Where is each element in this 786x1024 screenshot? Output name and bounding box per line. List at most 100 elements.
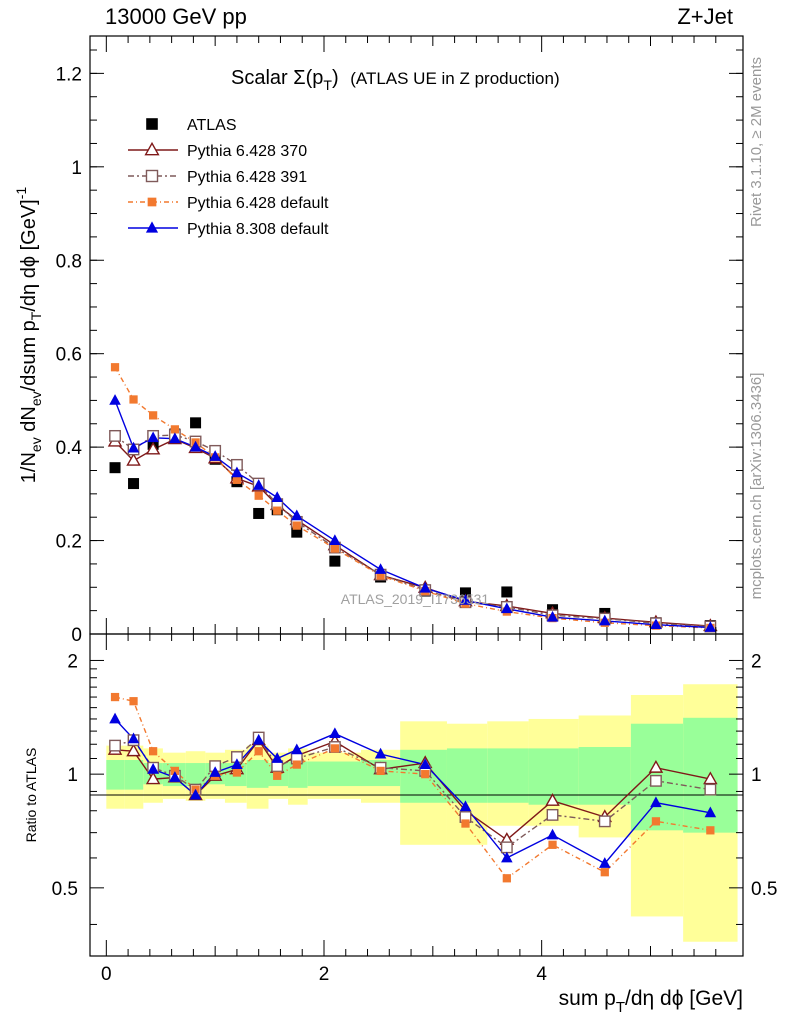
main-point-pythia-6-428-default (292, 521, 301, 530)
ratio-point-pythia-6-428-default (273, 771, 282, 780)
ratio-point-pythia-8-308-default (231, 758, 243, 769)
main-title-sub: T (323, 77, 332, 93)
main-point-pythia-6-428-default (129, 395, 138, 404)
legend-marker (144, 141, 160, 156)
ratio-point-pythia-6-428-default (232, 768, 242, 777)
ratio-point-pythia-8-308-default (252, 733, 265, 745)
ratio-point-pythia-6-428-default (376, 766, 385, 776)
main-point-pythia-6-428-default (170, 425, 180, 434)
main-point-pythia-6-428-default (376, 571, 385, 580)
ratio-point-pythia-6-428-370 (126, 743, 141, 757)
ratio-point-pythia-6-428-default (651, 817, 661, 826)
header-right: Z+Jet (677, 4, 733, 29)
mcplots-label: mcplots.cern.ch [arXiv:1306.3436] (748, 373, 765, 600)
ratio-band-inner (487, 748, 529, 803)
ratio-ylabel: Ratio to ATLAS (23, 748, 39, 843)
main-point-pythia-8-308-default (252, 479, 265, 490)
main-title-paren: (ATLAS UE in Z production) (350, 69, 559, 88)
main-point-atlas (329, 555, 341, 567)
ratio-point-pythia-8-308-default (501, 851, 513, 863)
ratio-point-pythia-8-308-default (147, 762, 159, 774)
main-point-pythia-6-428-default (148, 411, 158, 420)
ratio-plot-area (107, 692, 718, 883)
main-ytick-label: 0.4 (56, 438, 83, 459)
ratio-point-pythia-6-428-391 (109, 739, 121, 752)
main-point-pythia-6-428-370 (126, 452, 141, 466)
ratio-point-pythia-8-308-default (169, 771, 181, 782)
ratio-point-pythia-8-308-default (459, 800, 472, 812)
x-axis-label: sum pT/dη dϕ [GeV] (559, 987, 743, 1016)
main-point-pythia-8-308-default (650, 618, 662, 630)
main-point-pythia-8-308-default (127, 441, 140, 453)
main-ylabel: 1/Nev dNev/dsum pT/dη dϕ [GeV]-1 (13, 187, 44, 484)
main-ytick-label: 0.8 (56, 251, 82, 272)
legend: ATLAS Pythia 6.428 370 Pythia 6.428 391 Pyt… (128, 117, 329, 238)
ratio-ytick-label: 0.5 (52, 879, 78, 900)
main-point-pythia-8-308-default (704, 621, 717, 632)
ratio-point-pythia-8-308-default (599, 857, 611, 868)
ratio-xtick-label: 2 (319, 964, 330, 985)
ratio-point-pythia-6-428-default (706, 826, 715, 835)
ratio-point-pythia-8-308-default (271, 752, 283, 763)
ratio-point-pythia-6-428-default (548, 840, 557, 849)
ratio-point-pythia-8-308-default (329, 727, 341, 739)
ratio-point-pythia-6-428-370 (648, 759, 664, 773)
main-ytick-label: 0 (71, 625, 82, 646)
main-point-pythia-6-428-default (110, 363, 120, 372)
legend-label: Pythia 6.428 default (187, 195, 329, 212)
main-point-pythia-8-308-default (459, 594, 472, 605)
ratio-point-pythia-6-428-default (129, 697, 138, 706)
legend-label: Pythia 6.428 391 (187, 169, 307, 186)
main-ytick-label: 0.6 (56, 345, 82, 366)
ratio-point-pythia-6-428-391 (598, 815, 611, 828)
ratio-point-pythia-8-308-default (546, 828, 559, 840)
ratio-band-inner (246, 760, 269, 788)
main-point-pythia-8-308-default (109, 394, 121, 405)
x-axis-label-main: sum p (559, 987, 616, 1010)
ratio-ytick-label-right: 0.5 (751, 879, 777, 900)
main-point-pythia-8-308-default (501, 602, 513, 614)
main-point-pythia-8-308-default (329, 534, 341, 545)
ratio-band-inner (578, 746, 631, 805)
ratio-xtick-label: 4 (536, 964, 547, 985)
main-ytick-label: 1.2 (56, 64, 82, 85)
main-point-pythia-8-308-default (599, 614, 611, 626)
main-point-pythia-8-308-default (546, 610, 559, 622)
main-point-pythia-8-308-default (419, 581, 431, 593)
main-point-atlas (253, 507, 265, 519)
legend-marker (145, 221, 159, 233)
ratio-point-pythia-8-308-default (127, 732, 140, 744)
ratio-xtick-label: 0 (101, 964, 112, 985)
ratio-point-pythia-6-428-default (421, 770, 430, 779)
main-point-pythia-8-308-default (374, 563, 387, 574)
main-point-atlas (291, 526, 303, 538)
ratio-point-pythia-6-428-default (330, 744, 339, 753)
ratio-point-pythia-6-428-391 (546, 808, 559, 821)
ratio-band-inner (106, 760, 125, 790)
ratio-point-pythia-8-308-default (374, 747, 387, 759)
x-axis-label-sub: T (616, 999, 625, 1016)
main-point-atlas (459, 587, 471, 599)
x-axis-label-rest: /dη dϕ [GeV] (625, 987, 743, 1010)
main-point-pythia-8-308-default (271, 491, 283, 502)
main-title-main: Scalar Σ(p (231, 67, 323, 89)
main-point-pythia-8-308-default (169, 432, 181, 444)
main-panel: ATLAS_2019_I1736531 0 0.2 0.4 0.6 0.8 1 1.2 Sc… (13, 35, 744, 646)
ratio-point-pythia-6-428-370 (145, 771, 161, 785)
ratio-point-pythia-6-428-default (600, 868, 609, 877)
ratio-point-pythia-8-308-default (419, 758, 431, 769)
ratio-band-inner (307, 761, 361, 787)
ratio-point-pythia-6-428-391 (500, 841, 513, 854)
ratio-ytick-label: 2 (67, 651, 78, 672)
main-point-atlas (109, 462, 121, 474)
ratio-point-pythia-8-308-default (650, 796, 662, 808)
ratio-point-pythia-6-428-370 (545, 793, 560, 806)
main-point-pythia-8-308-default (209, 450, 221, 461)
ratio-point-pythia-8-308-default (704, 806, 717, 818)
header-left: 13000 GeV pp (105, 4, 247, 29)
ratio-axes: 0.5 0.5 1 1 2 2 0 2 4 (52, 634, 777, 985)
ratio-point-pythia-8-308-default (109, 712, 121, 724)
ratio-point-pythia-6-428-370 (703, 771, 718, 785)
ratio-point-pythia-6-428-default (110, 692, 120, 702)
